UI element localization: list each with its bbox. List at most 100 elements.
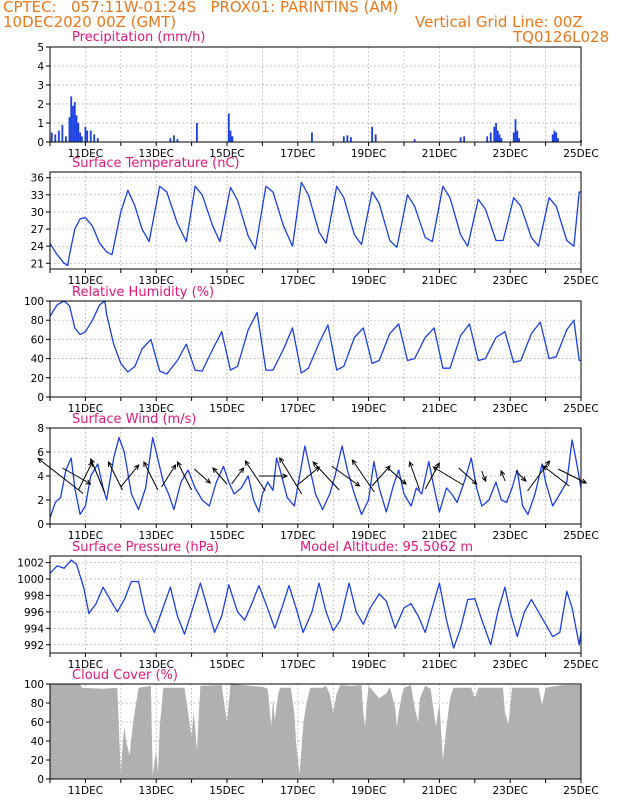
y-tick-label: 8 bbox=[37, 423, 44, 435]
precip-bar bbox=[371, 126, 374, 142]
precip-bar bbox=[551, 134, 554, 142]
precip-bar bbox=[557, 138, 559, 142]
panel-frame bbox=[49, 46, 582, 143]
x-tick-label: 19DEC bbox=[351, 403, 386, 415]
precip-bar bbox=[514, 119, 517, 142]
y-tick-label: 4 bbox=[37, 471, 44, 483]
precip-bar bbox=[50, 132, 53, 142]
y-tick-label: 33 bbox=[31, 190, 44, 202]
panel-title: Surface Temperature (nC) bbox=[72, 156, 240, 171]
wind-arrow bbox=[312, 461, 340, 491]
x-tick-label: 17DEC bbox=[280, 275, 315, 287]
x-tick-label: 11DEC bbox=[68, 148, 103, 160]
precip-bar bbox=[73, 102, 76, 142]
precip-bar bbox=[553, 130, 556, 142]
y-tick-label: 3 bbox=[37, 80, 44, 92]
y-tick-label: 998 bbox=[24, 590, 44, 602]
precip-bar bbox=[75, 115, 78, 142]
wind-arrow bbox=[297, 466, 321, 486]
panel-wind bbox=[37, 427, 588, 528]
x-tick-label: 19DEC bbox=[351, 148, 386, 160]
precip-bar bbox=[493, 126, 496, 142]
x-tick-label: 25DEC bbox=[563, 403, 598, 415]
panel-title: Relative Humidity (%) bbox=[72, 285, 214, 300]
y-tick-label: 80 bbox=[31, 698, 44, 710]
wind-arrow bbox=[500, 469, 506, 482]
precip-bar bbox=[459, 137, 462, 142]
precip-bar bbox=[65, 136, 67, 142]
panel-title: Surface Pressure (hPa) bbox=[72, 540, 219, 555]
x-tick-label: 13DEC bbox=[138, 530, 173, 542]
header-model-code: TQ0126L028 bbox=[513, 28, 610, 46]
precip-bar bbox=[80, 136, 83, 142]
x-tick-label: 13DEC bbox=[138, 403, 173, 415]
precip-bar bbox=[169, 138, 172, 142]
rh-series-line bbox=[49, 300, 581, 375]
precip-bar bbox=[496, 130, 499, 142]
precip-bar bbox=[350, 137, 352, 142]
x-tick-label: 17DEC bbox=[280, 659, 315, 671]
panel-frame bbox=[49, 683, 582, 780]
x-tick-label: 21DEC bbox=[422, 785, 457, 797]
x-tick-label: 25DEC bbox=[563, 530, 598, 542]
wind-arrow bbox=[432, 466, 464, 486]
y-tick-label: 1000 bbox=[17, 574, 44, 586]
wind-arrow bbox=[37, 457, 84, 494]
y-tick-label: 0 bbox=[37, 137, 44, 149]
y-tick-label: 20 bbox=[31, 755, 44, 767]
precip-bar bbox=[93, 134, 96, 142]
x-tick-label: 19DEC bbox=[351, 530, 386, 542]
precip-bar bbox=[518, 138, 520, 142]
x-tick-label: 15DEC bbox=[209, 785, 244, 797]
wind-arrow bbox=[143, 460, 159, 491]
y-tick-label: 1002 bbox=[17, 558, 44, 570]
x-tick-label: 11DEC bbox=[68, 275, 103, 287]
wind-arrow bbox=[351, 459, 375, 493]
y-tick-label: 27 bbox=[31, 224, 44, 236]
x-tick-label: 23DEC bbox=[492, 275, 527, 287]
y-tick-label: 30 bbox=[31, 207, 44, 219]
precip-bar bbox=[79, 132, 81, 142]
x-tick-label: 25DEC bbox=[563, 785, 598, 797]
y-tick-label: 20 bbox=[31, 373, 44, 385]
y-tick-label: 40 bbox=[31, 736, 44, 748]
x-tick-label: 15DEC bbox=[209, 148, 244, 160]
header-datetime: 10DEC2020 00Z (GMT) bbox=[3, 13, 177, 31]
precip-bar bbox=[84, 126, 87, 142]
precip-bar bbox=[96, 138, 99, 142]
x-tick-label: 13DEC bbox=[138, 148, 173, 160]
panel-cloud bbox=[46, 683, 582, 783]
x-tick-label: 19DEC bbox=[351, 659, 386, 671]
x-tick-label: 25DEC bbox=[563, 659, 598, 671]
y-tick-label: 0 bbox=[37, 519, 44, 531]
x-tick-label: 17DEC bbox=[280, 785, 315, 797]
x-tick-label: 23DEC bbox=[492, 403, 527, 415]
precip-bar bbox=[342, 136, 345, 142]
x-tick-label: 19DEC bbox=[351, 785, 386, 797]
x-tick-label: 17DEC bbox=[280, 148, 315, 160]
wind-arrow bbox=[244, 460, 266, 492]
header-station: CPTEC: 057:11W-01:24S PROX01: PARINTINS … bbox=[3, 0, 399, 16]
x-tick-label: 21DEC bbox=[422, 530, 457, 542]
panel-title: Surface Wind (m/s) bbox=[72, 412, 196, 427]
panel-rh bbox=[46, 300, 582, 401]
x-tick-label: 13DEC bbox=[138, 275, 173, 287]
precip-bar bbox=[413, 139, 416, 142]
x-tick-label: 17DEC bbox=[280, 530, 315, 542]
x-tick-label: 19DEC bbox=[351, 275, 386, 287]
y-tick-label: 40 bbox=[31, 354, 44, 366]
y-tick-label: 992 bbox=[24, 640, 44, 652]
wind-arrow bbox=[212, 467, 228, 485]
precip-bar bbox=[68, 117, 71, 142]
x-tick-label: 23DEC bbox=[492, 785, 527, 797]
precip-bar bbox=[173, 135, 175, 142]
wind-arrow bbox=[527, 460, 551, 492]
y-tick-label: 2 bbox=[37, 495, 44, 507]
wind-arrow bbox=[542, 465, 570, 487]
cloud-cover-area bbox=[50, 684, 581, 779]
panel-pressure bbox=[46, 555, 582, 657]
precip-bar bbox=[463, 136, 466, 142]
x-tick-label: 15DEC bbox=[209, 275, 244, 287]
panel-title: Cloud Cover (%) bbox=[72, 668, 178, 683]
y-tick-label: 996 bbox=[24, 607, 44, 619]
